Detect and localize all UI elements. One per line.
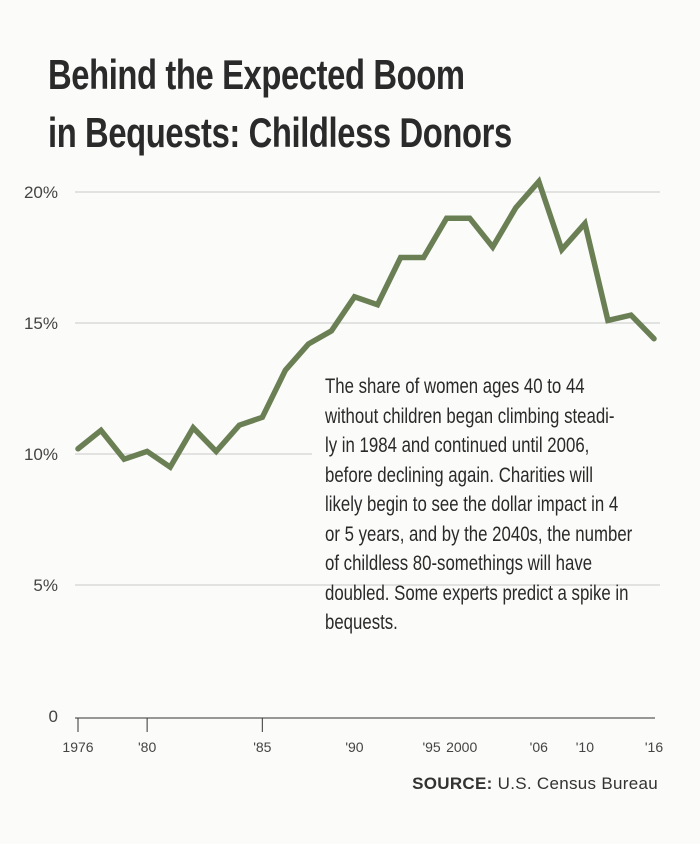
annotation-line: before declining again. Charities will bbox=[325, 463, 594, 487]
series-line bbox=[75, 176, 657, 472]
y-tick-label: 5% bbox=[33, 576, 58, 595]
annotation-line: bequests. bbox=[325, 611, 398, 634]
x-tick-label: '90 bbox=[345, 739, 363, 755]
annotation: The share of women ages 40 to 44 without… bbox=[325, 372, 632, 638]
x-tick-label: '16 bbox=[645, 739, 663, 755]
x-tick-label: 1976 bbox=[62, 739, 93, 755]
x-tick-label: '85 bbox=[253, 739, 271, 755]
y-tick-label: 20% bbox=[24, 183, 58, 202]
annotation-line: without children began climbing steadi- bbox=[325, 404, 615, 428]
source-label: SOURCE: bbox=[412, 774, 493, 793]
y-tick-label: 0 bbox=[49, 707, 58, 726]
source-credit: SOURCE: U.S. Census Bureau bbox=[412, 774, 658, 794]
title-line-1: Behind the Expected Boom bbox=[48, 51, 465, 98]
x-tick-label: 2000 bbox=[446, 739, 477, 755]
x-tick-label: '06 bbox=[530, 739, 548, 755]
annotation-line: ly in 1984 and continued until 2006, bbox=[325, 434, 590, 457]
y-tick-label: 10% bbox=[24, 445, 58, 464]
x-tick-label: '10 bbox=[576, 739, 594, 755]
x-tick-label: '80 bbox=[138, 739, 156, 755]
annotation-line: or 5 years, and by the 2040s, the number bbox=[325, 522, 633, 546]
annotation-line: doubled. Some experts predict a spike in bbox=[325, 581, 629, 605]
annotation-line: of childless 80-somethings will have bbox=[325, 552, 593, 575]
source-text: U.S. Census Bureau bbox=[497, 774, 658, 793]
title-line-2: in Bequests: Childless Donors bbox=[48, 109, 512, 156]
y-tick-label: 15% bbox=[24, 314, 58, 333]
x-tick-label: '95 bbox=[422, 739, 440, 755]
chart-title: Behind the Expected Boom in Bequests: Ch… bbox=[48, 46, 512, 162]
annotation-line: The share of women ages 40 to 44 bbox=[325, 375, 585, 398]
annotation-line: likely begin to see the dollar impact in… bbox=[325, 493, 619, 516]
